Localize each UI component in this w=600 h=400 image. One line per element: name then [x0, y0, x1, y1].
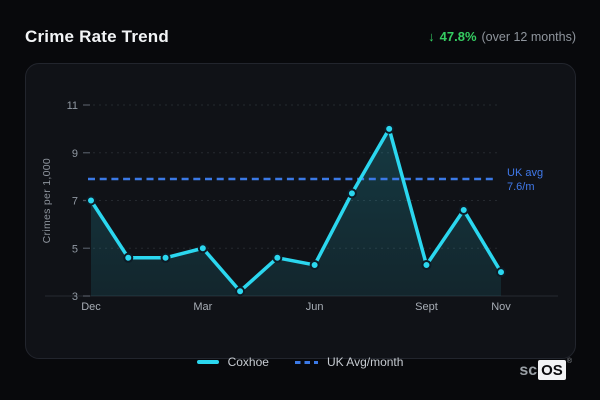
data-point[interactable] [495, 267, 506, 278]
data-point[interactable] [272, 252, 283, 263]
x-tick-label: Sept [415, 301, 438, 313]
chart-legend: Coxhoe UK Avg/month [0, 355, 600, 369]
x-tick-label: Mar [193, 301, 212, 313]
y-tick-label: 5 [72, 243, 78, 255]
page-title: Crime Rate Trend [25, 27, 169, 46]
registered-trademark-icon: ® [566, 358, 572, 365]
x-tick-label: Jun [306, 301, 324, 313]
uk-avg-dashed-line-icon [294, 360, 318, 364]
data-point[interactable] [123, 252, 134, 263]
legend-label-uk-avg: UK Avg/month [326, 355, 404, 369]
coxhoe-area [91, 128, 501, 296]
scos-logo: sc OS ® [519, 358, 572, 381]
data-point[interactable] [86, 195, 96, 206]
legend-item-uk-avg[interactable]: UK Avg/month [294, 355, 404, 369]
y-tick-label: 3 [72, 291, 78, 303]
scos-logo-prefix: sc [519, 362, 538, 379]
uk-avg-annotation: UK avg [507, 167, 543, 179]
data-point[interactable] [309, 259, 320, 270]
trend-stat-value: 47.8% [439, 29, 477, 44]
legend-item-coxhoe[interactable]: Coxhoe [196, 355, 269, 369]
data-point[interactable] [421, 259, 432, 270]
data-point[interactable] [458, 205, 469, 216]
data-point[interactable] [160, 252, 171, 263]
x-tick-label: Nov [491, 301, 511, 313]
trend-stat: ↓ 47.8% (over 12 months) [428, 29, 576, 44]
data-point[interactable] [235, 286, 246, 297]
data-point[interactable] [346, 188, 357, 199]
y-tick-label: 7 [72, 196, 78, 208]
scos-logo-chip: OS [538, 360, 566, 380]
data-point[interactable] [384, 123, 395, 134]
crime-trend-chart[interactable]: 3 5 7 9 11 UK avg 7.6/m Dec Mar Jun Sept Nov [25, 63, 576, 323]
y-tick-label: 9 [72, 148, 78, 160]
chart-card [25, 63, 576, 359]
down-arrow-icon: ↓ [428, 29, 435, 44]
trend-stat-period: (over 12 months) [481, 30, 576, 44]
x-tick-label: Dec [81, 301, 101, 313]
uk-avg-annotation-value: 7.6/m [507, 181, 535, 193]
coxhoe-line-icon [196, 360, 219, 364]
coxhoe-line [89, 127, 503, 293]
data-point[interactable] [197, 243, 208, 254]
y-tick-label: 11 [67, 100, 78, 112]
legend-label-coxhoe: Coxhoe [227, 355, 269, 369]
